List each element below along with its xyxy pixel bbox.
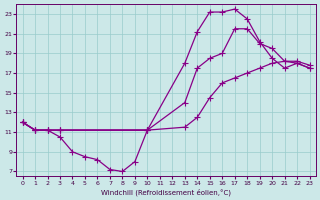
X-axis label: Windchill (Refroidissement éolien,°C): Windchill (Refroidissement éolien,°C) — [101, 188, 231, 196]
